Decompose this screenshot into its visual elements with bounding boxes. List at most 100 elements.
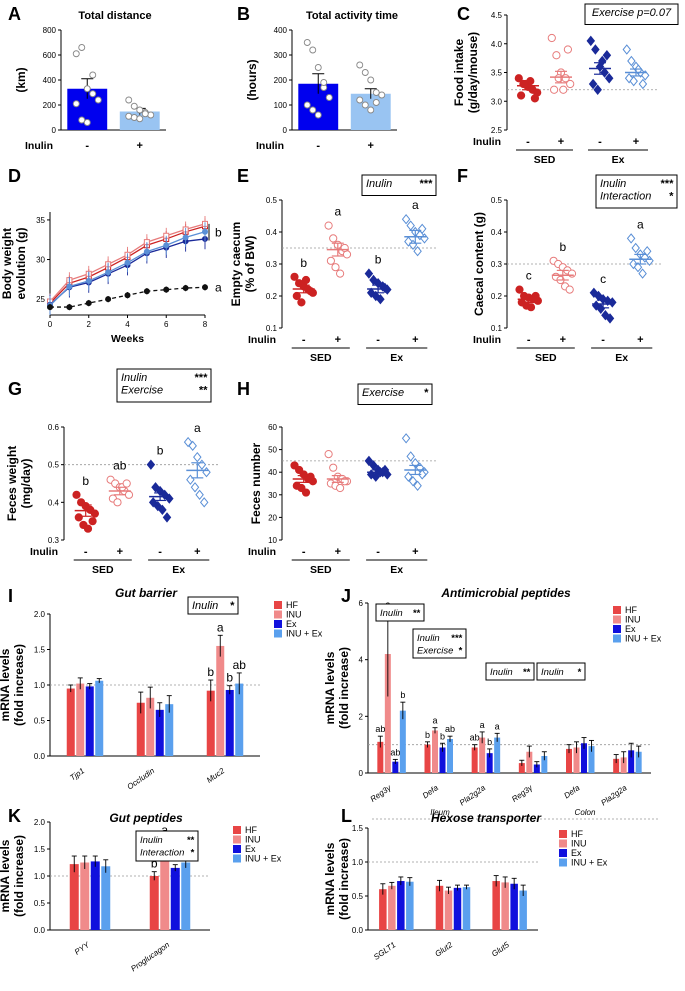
legend-label: HF — [286, 600, 298, 610]
bar — [492, 881, 500, 930]
y-tick-label: 6 — [359, 599, 364, 608]
chart-title: Gut peptides — [109, 811, 183, 825]
data-point — [559, 85, 568, 94]
data-point — [301, 488, 311, 497]
bar — [447, 739, 453, 773]
bar — [101, 866, 111, 930]
x-tick-label: 6 — [164, 320, 169, 329]
data-point — [413, 480, 422, 491]
data-point — [124, 292, 131, 299]
y-axis-label: (fold increase) — [12, 835, 26, 917]
data-point — [72, 50, 80, 58]
bar — [146, 697, 155, 756]
data-point — [124, 490, 134, 499]
bar — [397, 881, 405, 930]
significance-letter: b — [559, 240, 566, 254]
y-tick-label: 1.5 — [34, 845, 46, 854]
data-point — [604, 73, 614, 84]
data-point — [406, 220, 415, 231]
data-point — [325, 94, 333, 101]
bar — [462, 887, 471, 930]
group-label: SED — [534, 154, 556, 166]
x-category-label: - — [85, 140, 89, 152]
data-point — [404, 236, 413, 247]
bar — [399, 710, 406, 773]
y-tick-label: 0.4 — [48, 498, 60, 507]
section-label: Ileum — [430, 808, 450, 817]
data-point — [567, 269, 577, 278]
significance-letter: a — [480, 720, 485, 730]
data-point — [331, 263, 340, 272]
stat-label-stars: *** — [660, 178, 674, 190]
y-tick-label: 50 — [268, 446, 277, 455]
panel-letter: A — [8, 4, 21, 24]
bar — [206, 690, 215, 756]
data-point — [417, 469, 427, 480]
gene-label: PYY — [73, 940, 92, 957]
significance-letter: b — [157, 444, 164, 458]
x-category-label: - — [376, 546, 380, 558]
y-tick-label: 0.5 — [34, 899, 46, 908]
data-point — [202, 467, 211, 478]
significance-letter: b — [151, 857, 158, 871]
significance-letter: a — [194, 421, 201, 435]
data-point — [66, 283, 73, 290]
stat-label-text: Inulin — [541, 667, 564, 678]
y-axis-label: (hours) — [245, 59, 259, 100]
data-point — [591, 44, 600, 55]
legend-swatch — [559, 858, 567, 867]
y-tick-label: 0.1 — [491, 324, 503, 333]
legend-label: INU — [625, 615, 641, 625]
bar — [566, 748, 572, 773]
bar — [392, 761, 399, 773]
legend-swatch — [613, 606, 621, 614]
data-point — [113, 498, 122, 507]
data-point — [376, 294, 385, 305]
y-tick-label: 0.4 — [491, 228, 503, 237]
y-tick-label: 0.3 — [491, 260, 503, 269]
y-axis-label: Caecal content (g) — [472, 212, 486, 316]
legend-swatch — [613, 615, 621, 624]
stat-label-stars: *** — [194, 372, 208, 384]
panel-letter: G — [8, 379, 22, 399]
x-tick-label: 4 — [125, 320, 130, 329]
y-tick-label: 1.5 — [34, 646, 46, 655]
y-tick-label: 60 — [268, 423, 277, 432]
x-category-label: + — [335, 334, 341, 346]
data-point — [413, 246, 422, 257]
y-tick-label: 1.0 — [34, 872, 46, 881]
data-point — [143, 248, 150, 255]
y-axis-label: Body weight — [0, 228, 14, 299]
bar — [620, 757, 627, 773]
y-tick-label: 0.5 — [352, 892, 364, 901]
chart-title: Hexose transporter — [431, 811, 542, 825]
chart-title: Total activity time — [306, 10, 398, 22]
data-point — [515, 285, 524, 294]
bar — [628, 750, 635, 773]
x-axis-label: Weeks — [111, 333, 144, 345]
y-axis-label: mRNA levels — [323, 842, 337, 915]
y-tick-label: 4.0 — [491, 40, 503, 49]
stat-label-box — [357, 383, 433, 405]
data-point — [78, 44, 86, 51]
bar — [519, 890, 527, 930]
stat-label-stars: ** — [187, 835, 196, 846]
bar — [216, 645, 225, 756]
x-category-label: - — [526, 136, 530, 148]
data-point — [125, 112, 133, 120]
bar — [66, 688, 75, 756]
significance-letter: a — [412, 198, 419, 212]
y-tick-label: 4 — [359, 656, 364, 665]
significance-letter: a — [495, 721, 500, 731]
x-category-label: - — [527, 334, 531, 346]
data-point — [314, 111, 322, 119]
bar — [501, 882, 509, 930]
bar — [95, 680, 104, 756]
data-point — [47, 304, 53, 311]
data-point — [415, 462, 425, 473]
data-point — [146, 459, 156, 470]
data-point — [417, 223, 427, 234]
x-category-label: + — [368, 140, 374, 152]
data-point — [406, 451, 415, 462]
y-tick-label: 0.2 — [266, 292, 278, 301]
